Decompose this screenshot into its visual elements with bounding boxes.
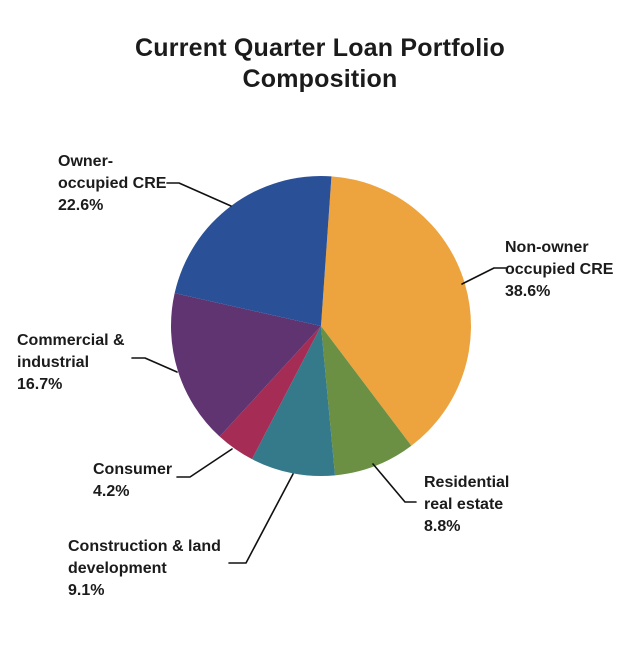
slice-label-text: Consumer <box>93 461 173 478</box>
slice-label-text: Non-owner occupied CRE <box>505 239 614 278</box>
slice-label-text: Owner-occupied CRE <box>58 153 167 192</box>
leader-line-construction-land-development <box>228 473 294 564</box>
leader-line-non-owner-occupied-cre <box>461 267 507 285</box>
slice-label-pct: 38.6% <box>505 283 551 300</box>
slice-label-consumer: Consumer 4.2% <box>93 459 193 503</box>
pie-slice-construction-and-land-development <box>251 326 336 476</box>
slice-label-text: Commercial & industrial <box>17 332 125 371</box>
pie-slice-consumer <box>219 326 321 460</box>
slice-label-text: Construction & land development <box>68 538 221 577</box>
pie-slice-residential-real-estate <box>321 326 412 476</box>
slice-label-text: Residential real estate <box>424 474 510 513</box>
pie-slice-commercial-and-industrial <box>171 293 321 437</box>
slice-label-pct: 4.2% <box>93 483 130 500</box>
slice-label-owner-occupied-cre: Owner-occupied CRE 22.6% <box>58 151 170 217</box>
leader-lines-group <box>131 182 507 564</box>
chart-title-text: Current Quarter Loan Portfolio Compositi… <box>135 34 505 93</box>
slice-label-non-owner-occupied-cre: Non-owner occupied CRE 38.6% <box>505 237 623 303</box>
leader-line-commercial-industrial <box>131 357 178 373</box>
slice-label-residential-real-estate: Residential real estate 8.8% <box>424 472 524 538</box>
leader-line-residential-real-estate <box>372 463 417 503</box>
chart-title: Current Quarter Loan Portfolio Compositi… <box>0 33 640 95</box>
pie-slice-non-owner-occupied-cre <box>321 176 471 446</box>
leader-line-consumer <box>176 448 233 478</box>
slice-label-pct: 8.8% <box>424 518 461 535</box>
pie-slice-owner-occupied-cre <box>174 176 332 326</box>
slice-label-pct: 22.6% <box>58 197 104 214</box>
leader-line-owner-occupied-cre <box>166 182 232 207</box>
slice-label-construction-land-development: Construction & land development 9.1% <box>68 536 232 602</box>
pie-slices-group <box>171 176 471 476</box>
slice-label-pct: 16.7% <box>17 376 63 393</box>
slice-label-pct: 9.1% <box>68 582 105 599</box>
slice-label-commercial-industrial: Commercial & industrial 16.7% <box>17 330 139 396</box>
